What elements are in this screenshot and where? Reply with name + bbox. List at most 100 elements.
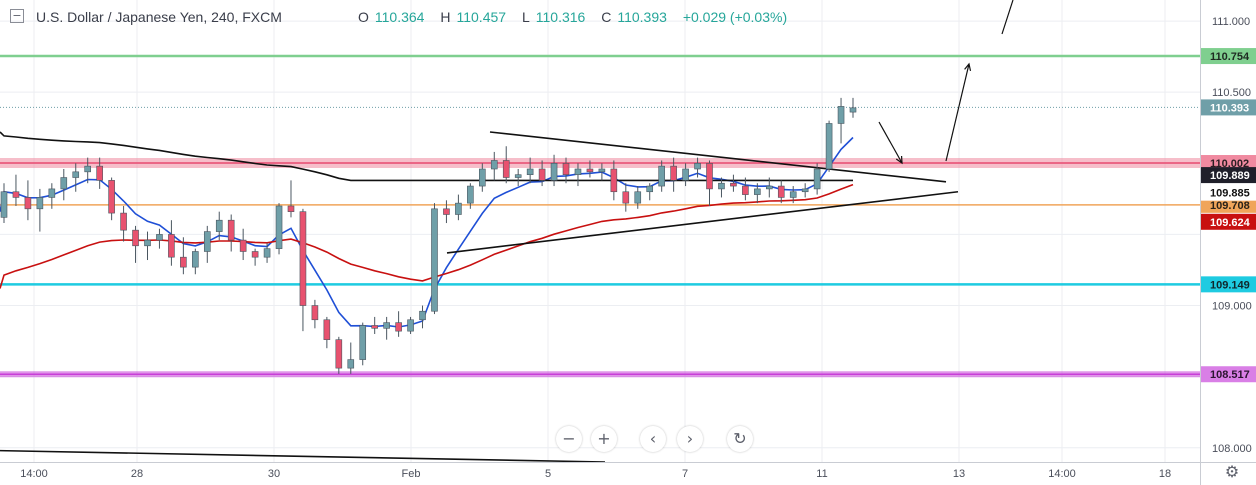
ema-mid-line [0, 183, 854, 289]
candle-body [275, 205, 283, 249]
candle-body [538, 168, 546, 181]
price-tick-label: 110.500 [1212, 87, 1251, 99]
long-trendline [0, 449, 606, 463]
triangle-lower-trendline [446, 190, 959, 254]
candle-body [72, 171, 80, 178]
candle-body [192, 251, 199, 268]
price-label-ema_slow: 109.885 [1210, 188, 1250, 200]
reset-chart-button[interactable]: ↻ [727, 426, 753, 452]
candle-body [550, 163, 558, 181]
candle-body [383, 322, 390, 329]
candle-body [813, 168, 821, 190]
candle-body [251, 251, 259, 258]
time-axis-label: 13 [953, 468, 965, 480]
candle-body [36, 197, 44, 210]
arrow-head [964, 62, 972, 71]
price-label-ema_mid: 109.624 [1210, 217, 1251, 229]
candle-body [562, 163, 570, 175]
candle-body [395, 322, 402, 332]
time-axis-label: 18 [1159, 468, 1171, 480]
candle-body [526, 168, 534, 175]
projection-arrow [878, 121, 903, 164]
candle-body [837, 106, 845, 124]
level-label-cyan: 109.149 [1210, 279, 1250, 291]
candle-body [263, 248, 271, 258]
price-label-last: 110.393 [1210, 102, 1249, 114]
projection-arrow [1001, 0, 1014, 35]
zoom-out-button[interactable]: − [556, 426, 582, 452]
candle-body [180, 256, 187, 268]
candle-body [431, 208, 438, 312]
candle-body [467, 185, 474, 204]
gear-icon[interactable]: ⚙ [1224, 462, 1240, 481]
chart-grid [0, 0, 1200, 462]
symbol-title: U.S. Dollar / Japanese Yen, 240, FXCM [36, 9, 282, 25]
candle-body [825, 123, 833, 170]
candle-body [622, 191, 630, 204]
plus-icon: + [597, 429, 611, 448]
candles [0, 97, 857, 374]
time-axis-label: 11 [816, 468, 827, 480]
candle-body [586, 168, 594, 173]
level-label-orange: 109.708 [1210, 200, 1250, 212]
level-label-green-bg [1201, 48, 1256, 65]
low-value: 110.316 [535, 9, 586, 25]
price-label-ema_fast: 109.889 [1210, 170, 1250, 182]
candle-body [419, 310, 426, 321]
low-label: L [521, 9, 530, 25]
candle-body [514, 174, 522, 178]
candle-body [215, 219, 223, 232]
price-label-ema_fast-bg [1201, 167, 1256, 184]
candle-body [479, 168, 486, 187]
time-axis[interactable]: 14:00 28 30 Feb 5 7 11 13 14:00 18 [0, 462, 1256, 481]
level-label-magenta-bg [1201, 366, 1256, 383]
level-label-pink: 110.002 [1210, 158, 1249, 170]
trend-drawings [0, 0, 1014, 463]
price-label-ema_mid-bg [1201, 213, 1256, 230]
candle-body [443, 208, 450, 215]
price-label-last-bg [1201, 99, 1256, 116]
candle-body [359, 325, 367, 360]
candle-body [694, 163, 701, 170]
chevron-right-icon: › [686, 429, 694, 448]
candle-body [455, 202, 462, 215]
time-axis-label: 14:00 [20, 468, 48, 480]
scroll-right-button[interactable]: › [677, 426, 703, 452]
candle-body [718, 182, 725, 190]
time-axis-label: 28 [131, 468, 143, 480]
change-value: +0.029 (+0.03%) [682, 9, 788, 25]
candle-body [132, 229, 139, 247]
time-axis-label: Feb [402, 468, 421, 480]
candle-body [730, 182, 737, 187]
level-label-cyan-bg [1201, 276, 1256, 293]
candle-body [96, 165, 103, 181]
zoom-in-button[interactable]: + [591, 426, 617, 452]
time-axis-label: 7 [682, 468, 688, 480]
chart-header: − U.S. Dollar / Japanese Yen, 240, FXCM … [0, 0, 1200, 34]
time-axis-label: 14:00 [1048, 468, 1076, 480]
candle-body [203, 231, 211, 252]
candle-body [156, 234, 163, 241]
close-label: C [601, 9, 612, 25]
candle-body [239, 239, 247, 252]
candle-body [227, 219, 235, 241]
candle-body [0, 191, 8, 218]
close-value: 110.393 [617, 9, 667, 25]
price-tick-label: 108.000 [1212, 443, 1252, 455]
scroll-left-button[interactable]: ‹ [640, 426, 666, 452]
level-lines [0, 54, 1200, 378]
candle-body [765, 185, 773, 190]
candle-body [144, 239, 151, 247]
open-value: 110.364 [374, 9, 425, 25]
candle-body [347, 359, 355, 369]
candle-body [574, 168, 582, 175]
time-axis-label: 30 [268, 468, 280, 480]
candle-body [323, 319, 331, 340]
minus-box-icon[interactable]: − [10, 9, 24, 23]
candle-body [670, 165, 677, 181]
candle-body [120, 212, 127, 231]
candle-body [287, 205, 295, 212]
price-tick-label: 111.000 [1212, 16, 1250, 28]
price-axis[interactable]: 111.000 110.500 109.000 108.000 110.754 110.0… [1200, 0, 1256, 485]
